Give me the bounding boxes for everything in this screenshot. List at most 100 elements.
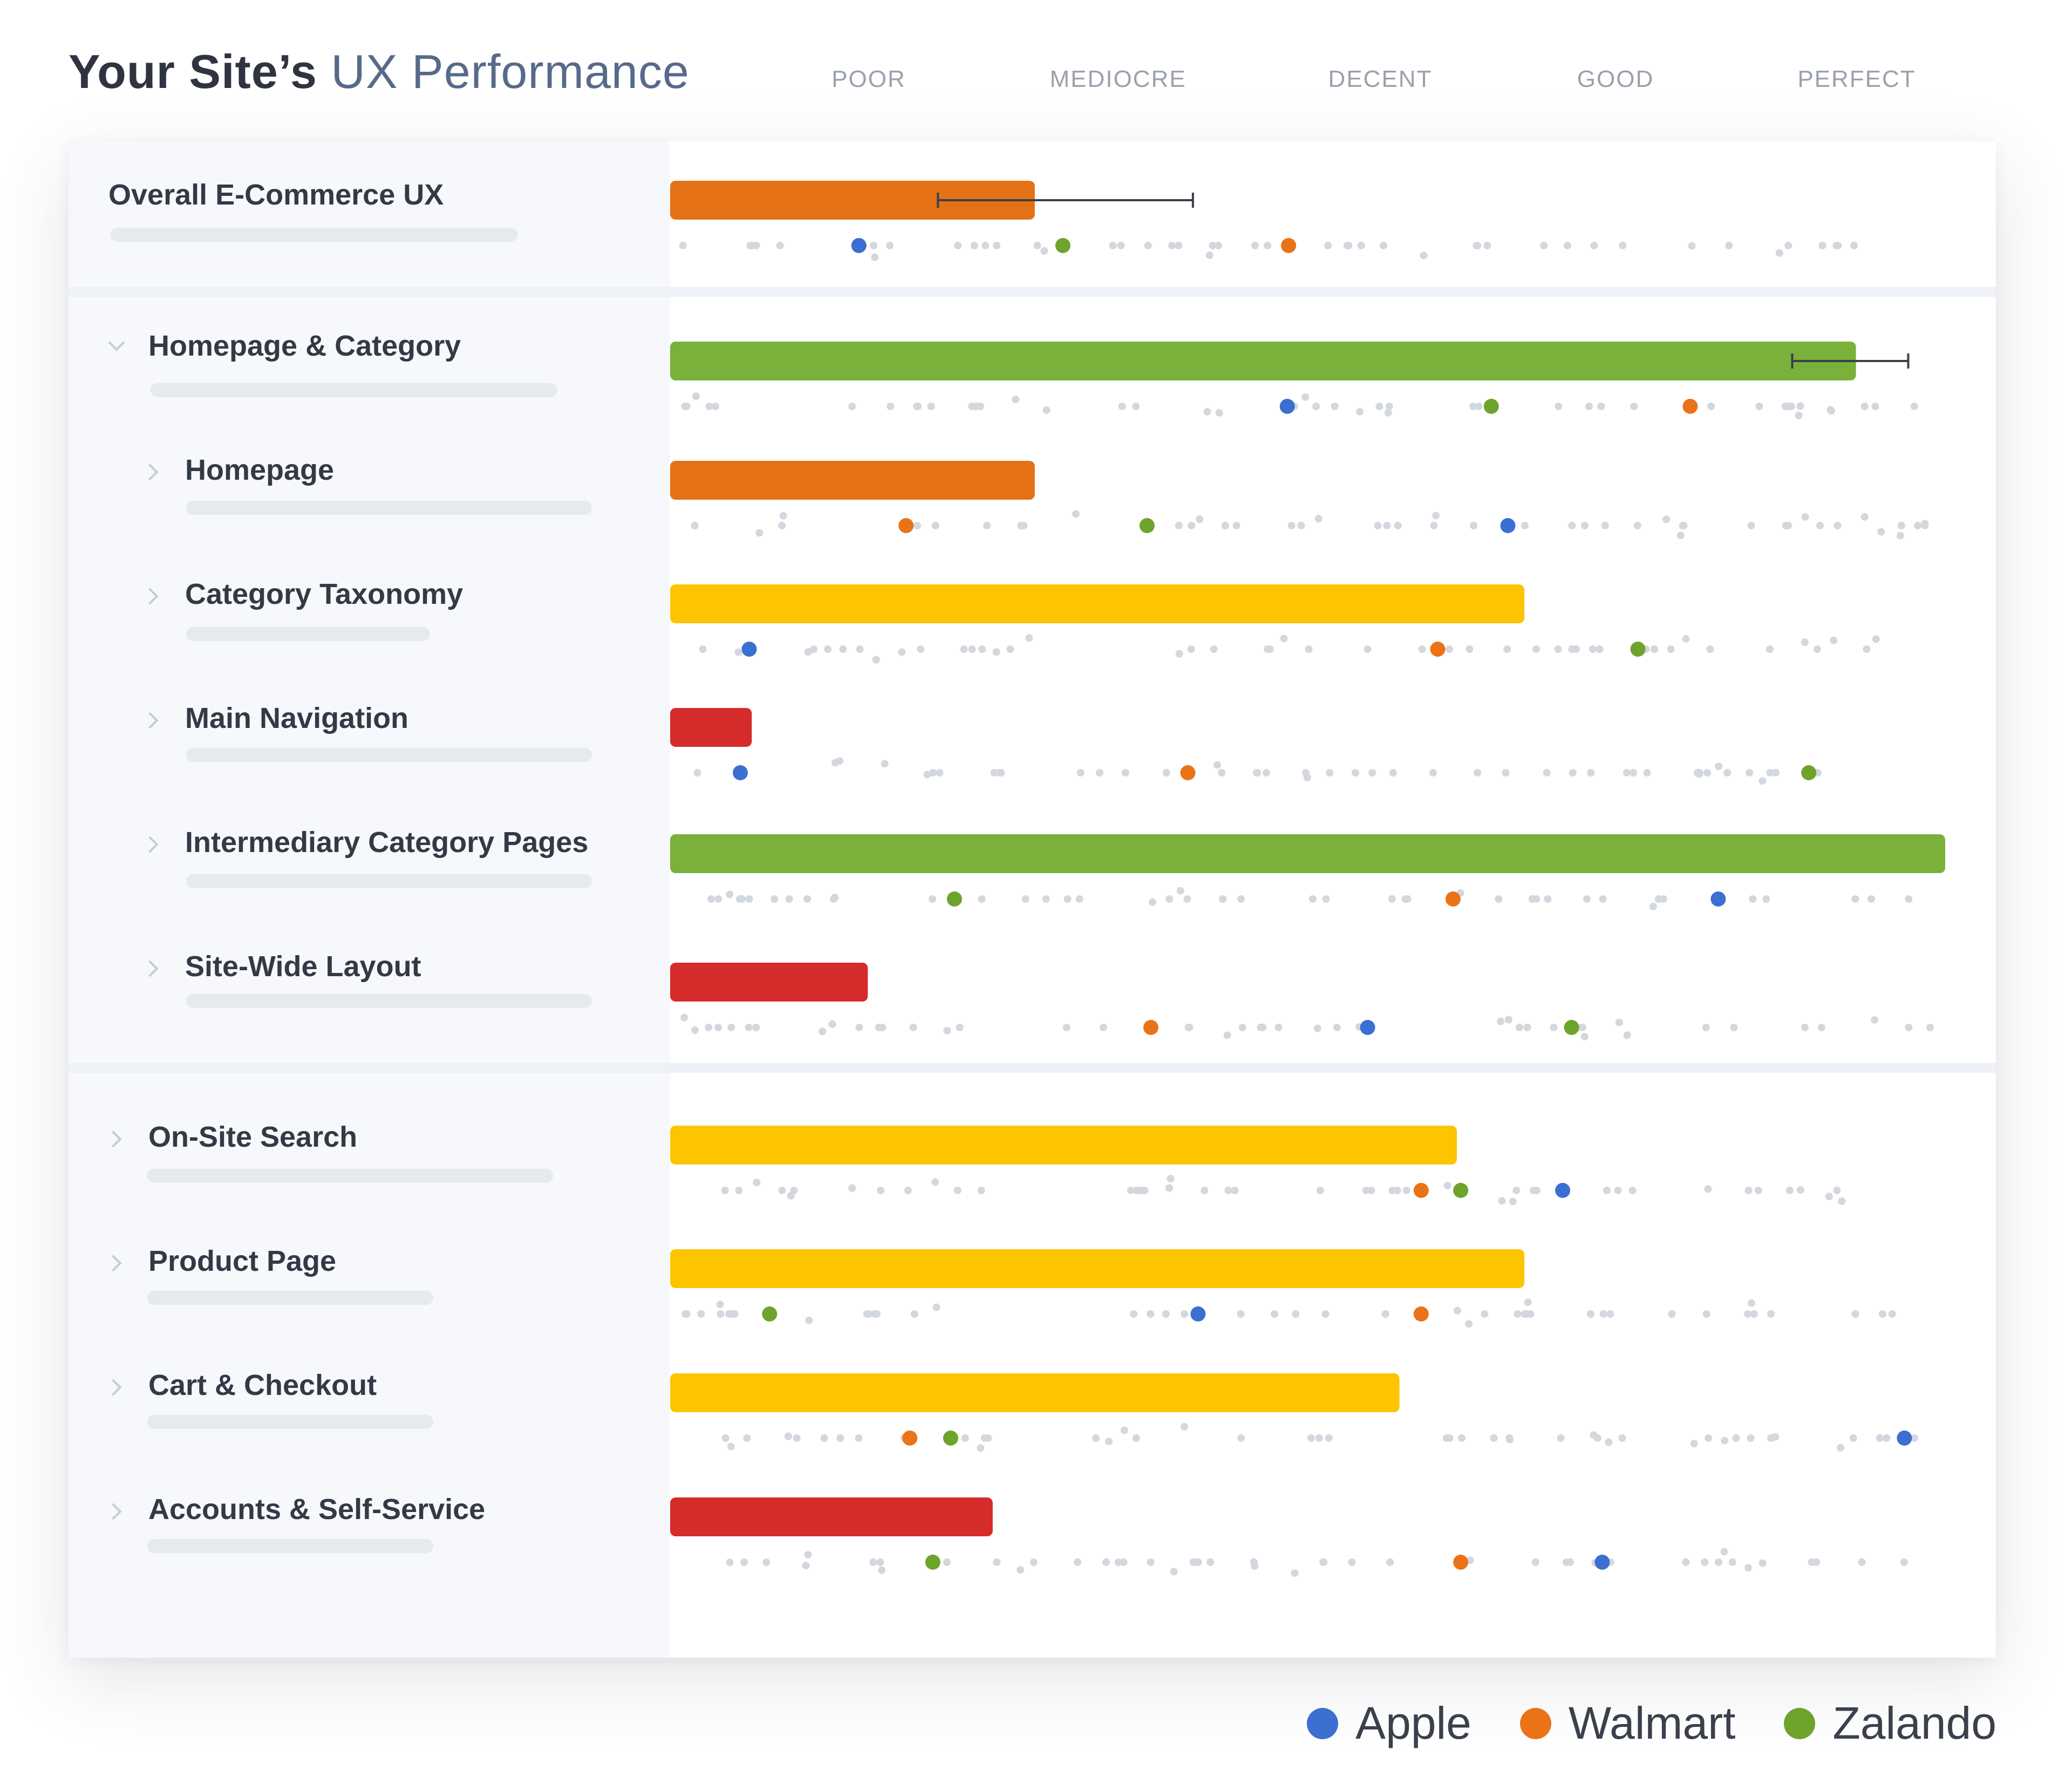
benchmark-dot xyxy=(1911,1434,1918,1442)
benchmark-dot xyxy=(943,1558,951,1566)
benchmark-dot xyxy=(1196,515,1204,523)
benchmark-dot xyxy=(1213,761,1221,769)
benchmark-dot xyxy=(1858,1558,1866,1566)
benchmark-dot xyxy=(1076,769,1085,777)
benchmark-dot xyxy=(1012,396,1020,404)
benchmark-dot xyxy=(865,1310,873,1318)
benchmark-dot xyxy=(779,512,787,520)
row-label-product-page[interactable]: Product Page xyxy=(148,1245,337,1277)
benchmark-dot xyxy=(793,1434,801,1442)
benchmark-dot xyxy=(983,522,991,529)
benchmark-dot xyxy=(1386,1558,1394,1566)
benchmark-dot xyxy=(887,403,895,410)
benchmark-dot xyxy=(745,895,753,903)
benchmark-dot xyxy=(714,1024,723,1031)
benchmark-dot xyxy=(1766,769,1774,777)
competitor-dot-apple xyxy=(1555,1183,1571,1198)
benchmark-dot xyxy=(1514,1310,1522,1318)
competitor-dot-walmart xyxy=(1413,1306,1429,1322)
benchmark-dot xyxy=(1147,1558,1155,1566)
benchmark-dot xyxy=(1403,895,1412,903)
row-label-category-taxonomy[interactable]: Category Taxonomy xyxy=(185,578,464,610)
benchmark-dot xyxy=(1162,1310,1170,1318)
benchmark-dot xyxy=(1333,1024,1341,1031)
row-label-homepage[interactable]: Homepage xyxy=(185,454,335,486)
benchmark-dot xyxy=(1509,1197,1517,1206)
benchmark-dot xyxy=(953,1187,962,1194)
benchmark-dot xyxy=(1817,1024,1825,1031)
benchmark-dot xyxy=(1897,532,1904,540)
benchmark-dot xyxy=(693,769,701,777)
benchmark-dot xyxy=(824,645,832,653)
competitor-dot-zalando xyxy=(1453,1183,1469,1198)
benchmark-dot xyxy=(1130,1310,1138,1318)
benchmark-dot xyxy=(1787,403,1795,410)
benchmark-dot xyxy=(1702,1024,1710,1031)
benchmark-dot xyxy=(1325,1434,1333,1442)
benchmark-dot xyxy=(1905,895,1913,903)
benchmark-dot xyxy=(1221,522,1229,529)
benchmark-dot xyxy=(734,648,742,656)
benchmark-dot xyxy=(910,1310,918,1318)
benchmark-dot xyxy=(1062,1024,1071,1031)
benchmark-dot xyxy=(1543,769,1551,777)
benchmark-dot xyxy=(1703,769,1711,777)
row-placeholder-bar xyxy=(186,748,592,762)
benchmark-dot xyxy=(716,1300,724,1309)
benchmark-dot xyxy=(913,522,921,529)
competitor-dot-walmart xyxy=(1682,399,1698,414)
benchmark-dot xyxy=(1762,895,1770,903)
benchmark-dot xyxy=(1705,1434,1713,1442)
row-label-homepage-category[interactable]: Homepage & Category xyxy=(148,330,461,362)
row-label-cart-checkout[interactable]: Cart & Checkout xyxy=(148,1369,377,1401)
competitor-dot-zalando xyxy=(1630,642,1646,657)
benchmark-dot xyxy=(1830,636,1838,644)
benchmark-dot xyxy=(1218,769,1226,777)
benchmark-dot xyxy=(1690,1440,1698,1448)
benchmark-dot xyxy=(771,895,779,903)
benchmark-dot xyxy=(1876,1434,1884,1442)
benchmark-dot xyxy=(717,1310,725,1318)
benchmark-dot xyxy=(1851,895,1859,903)
competitor-dot-walmart xyxy=(1143,1020,1158,1035)
benchmark-dot xyxy=(932,1303,940,1311)
title-accent: UX Performance xyxy=(331,45,690,98)
benchmark-dot xyxy=(1702,1310,1710,1318)
benchmark-dot xyxy=(881,760,889,768)
row-label-site-wide-layout[interactable]: Site-Wide Layout xyxy=(185,950,421,983)
competitor-dot-zalando xyxy=(925,1555,940,1570)
benchmark-dot xyxy=(1064,895,1072,903)
benchmark-dot xyxy=(1458,1434,1466,1442)
benchmark-dot xyxy=(1385,403,1393,410)
benchmark-dot xyxy=(1619,242,1627,249)
benchmark-dot xyxy=(1114,1558,1122,1566)
row-label-accounts-self-service[interactable]: Accounts & Self-Service xyxy=(148,1493,486,1526)
score-bar xyxy=(670,181,1035,220)
row-label-intermediary-category-pages[interactable]: Intermediary Category Pages xyxy=(185,826,589,859)
benchmark-dot xyxy=(1209,242,1217,249)
benchmark-dot xyxy=(1314,515,1323,523)
benchmark-dot xyxy=(1312,403,1320,410)
benchmark-dot xyxy=(1270,1310,1278,1318)
benchmark-dot xyxy=(1851,1310,1859,1318)
row-label-overall[interactable]: Overall E-Commerce UX xyxy=(108,179,444,211)
benchmark-dot xyxy=(1590,1431,1598,1439)
benchmark-dot xyxy=(1030,1558,1038,1566)
competitor-dot-apple xyxy=(1500,518,1516,533)
row-label-main-navigation[interactable]: Main Navigation xyxy=(185,702,409,734)
benchmark-dot xyxy=(735,1187,743,1194)
row-label-on-site-search[interactable]: On-Site Search xyxy=(148,1121,358,1153)
benchmark-dot xyxy=(1603,1187,1611,1194)
benchmark-dot xyxy=(997,769,1005,777)
benchmark-dot xyxy=(1357,242,1365,249)
benchmark-dot xyxy=(1714,1558,1722,1566)
benchmark-dot xyxy=(1201,1187,1209,1194)
benchmark-dot xyxy=(1144,242,1152,249)
benchmark-dot xyxy=(1429,769,1437,777)
benchmark-dot xyxy=(1583,895,1591,903)
benchmark-dot xyxy=(855,1434,863,1442)
benchmark-dot xyxy=(721,1187,729,1194)
benchmark-dot xyxy=(1167,1175,1175,1183)
benchmark-dot xyxy=(699,645,707,653)
benchmark-dot xyxy=(1785,1187,1794,1194)
